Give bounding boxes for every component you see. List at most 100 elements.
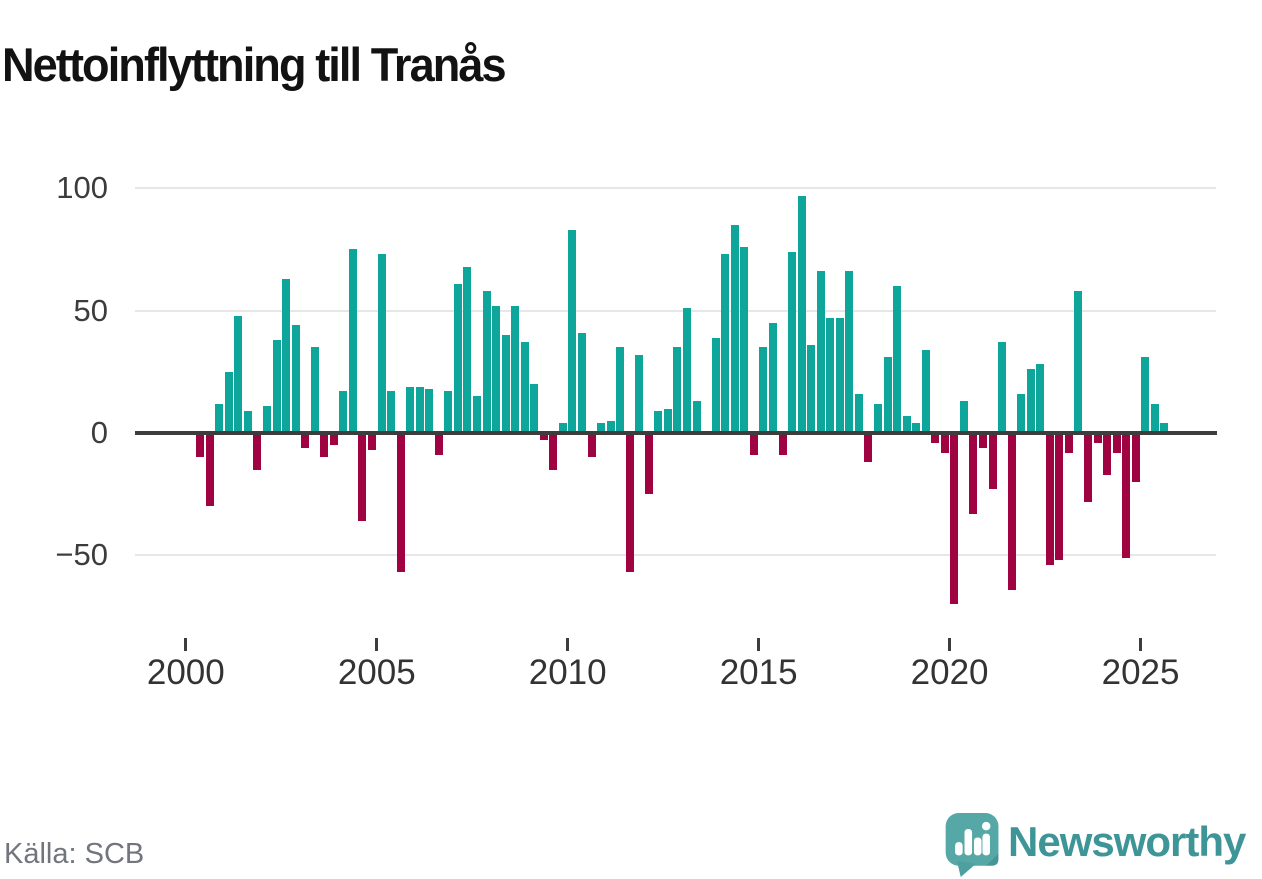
x-axis-tick-2020 — [948, 638, 952, 651]
bar-2013Q4 — [711, 337, 720, 433]
y-axis-label-100: 100 — [56, 170, 108, 206]
bar-2014Q2 — [730, 225, 739, 433]
brand-footer: Newsworthy — [944, 810, 1262, 879]
x-axis-label-2025: 2025 — [1101, 653, 1180, 692]
bar-2005Q1 — [377, 254, 386, 433]
bar-2002Q2 — [272, 340, 281, 433]
bar-2000Q3 — [205, 433, 214, 507]
bar-2003Q4 — [329, 433, 338, 446]
bar-2020Q2 — [959, 401, 968, 433]
bar-2010Q2 — [578, 332, 587, 433]
bar-2009Q1 — [530, 384, 539, 433]
bar-2022Q3 — [1045, 433, 1054, 566]
bar-2006Q1 — [415, 386, 424, 433]
bar-2007Q2 — [463, 266, 472, 433]
bar-2021Q2 — [998, 342, 1007, 433]
bar-2019Q2 — [921, 349, 930, 433]
bar-2016Q2 — [807, 344, 816, 433]
x-axis-tick-2000 — [184, 638, 188, 651]
bar-2002Q1 — [262, 406, 271, 433]
bar-2001Q2 — [234, 315, 243, 433]
bar-2022Q1 — [1026, 369, 1035, 433]
bar-2014Q1 — [721, 254, 730, 433]
gridline--50 — [135, 554, 1216, 557]
bar-2016Q1 — [797, 195, 806, 433]
bar-2012Q1 — [644, 433, 653, 495]
gridline-100 — [135, 187, 1216, 190]
bar-2011Q3 — [625, 433, 634, 573]
bar-2024Q1 — [1103, 433, 1112, 475]
bar-2011Q1 — [606, 420, 615, 433]
bar-2017Q4 — [864, 433, 873, 463]
bar-2019Q4 — [940, 433, 949, 453]
bar-2023Q4 — [1093, 433, 1102, 443]
bar-2023Q3 — [1084, 433, 1093, 502]
bar-2017Q1 — [835, 317, 844, 433]
bar-2005Q2 — [387, 391, 396, 433]
bar-2015Q1 — [759, 347, 768, 433]
y-axis-label--50: −50 — [55, 537, 108, 573]
x-axis-tick-2025 — [1139, 638, 1143, 651]
x-axis-tick-2010 — [566, 638, 570, 651]
bar-2012Q2 — [654, 410, 663, 433]
bar-2025Q1 — [1141, 357, 1150, 433]
bar-2013Q2 — [692, 401, 701, 433]
bar-2024Q4 — [1131, 433, 1140, 482]
bar-2007Q3 — [472, 396, 481, 433]
bar-2004Q4 — [367, 433, 376, 451]
bar-2016Q3 — [816, 271, 825, 433]
bar-2005Q4 — [406, 386, 415, 433]
y-axis-label-50: 50 — [73, 292, 108, 328]
bar-2018Q4 — [902, 415, 911, 433]
bar-2025Q3 — [1160, 423, 1169, 433]
bar-2003Q2 — [310, 347, 319, 433]
bar-2008Q1 — [492, 305, 501, 433]
bar-2008Q2 — [501, 335, 510, 433]
bar-2014Q3 — [740, 247, 749, 433]
bar-2018Q2 — [883, 357, 892, 433]
bar-2006Q2 — [425, 388, 434, 433]
x-axis-label-2010: 2010 — [528, 653, 607, 692]
gridline-50 — [135, 309, 1216, 312]
bar-2009Q3 — [549, 433, 558, 470]
bar-2020Q4 — [979, 433, 988, 448]
bar-2023Q1 — [1064, 433, 1073, 453]
x-axis-tick-2015 — [757, 638, 761, 651]
bar-2002Q3 — [282, 278, 291, 433]
bar-2019Q1 — [912, 423, 921, 433]
bar-2018Q1 — [873, 403, 882, 433]
bar-2000Q2 — [196, 433, 205, 458]
bar-2003Q1 — [301, 433, 310, 448]
bar-2002Q4 — [291, 325, 300, 433]
chart-title: Nettoinflyttning till Tranås — [2, 38, 507, 92]
bar-2012Q4 — [673, 347, 682, 433]
bar-2009Q2 — [539, 433, 548, 441]
y-axis-label-0: 0 — [90, 415, 108, 450]
bar-2018Q3 — [893, 286, 902, 433]
bar-2011Q4 — [635, 354, 644, 433]
bar-2017Q3 — [854, 393, 863, 433]
bar-2015Q2 — [768, 322, 777, 433]
bar-2013Q1 — [683, 308, 692, 433]
bar-2007Q1 — [453, 283, 462, 433]
bar-2006Q3 — [434, 433, 443, 456]
bar-2007Q4 — [482, 291, 491, 433]
x-axis-label-2015: 2015 — [719, 653, 798, 692]
bar-2001Q4 — [253, 433, 262, 470]
bar-2023Q2 — [1074, 291, 1083, 433]
bar-2012Q3 — [663, 408, 672, 433]
bar-2021Q3 — [1007, 433, 1016, 590]
bar-2003Q3 — [320, 433, 329, 458]
bar-2021Q4 — [1017, 393, 1026, 433]
bar-2025Q2 — [1150, 403, 1159, 433]
x-axis-label-2020: 2020 — [910, 653, 989, 692]
bar-2022Q2 — [1036, 364, 1045, 433]
bar-2016Q4 — [826, 317, 835, 433]
bar-2024Q2 — [1112, 433, 1121, 453]
bar-2020Q1 — [950, 433, 959, 605]
bar-2004Q3 — [358, 433, 367, 522]
bar-2014Q4 — [749, 433, 758, 456]
bar-2010Q4 — [597, 423, 606, 433]
zero-baseline — [135, 431, 1217, 435]
bar-2001Q1 — [224, 371, 233, 433]
